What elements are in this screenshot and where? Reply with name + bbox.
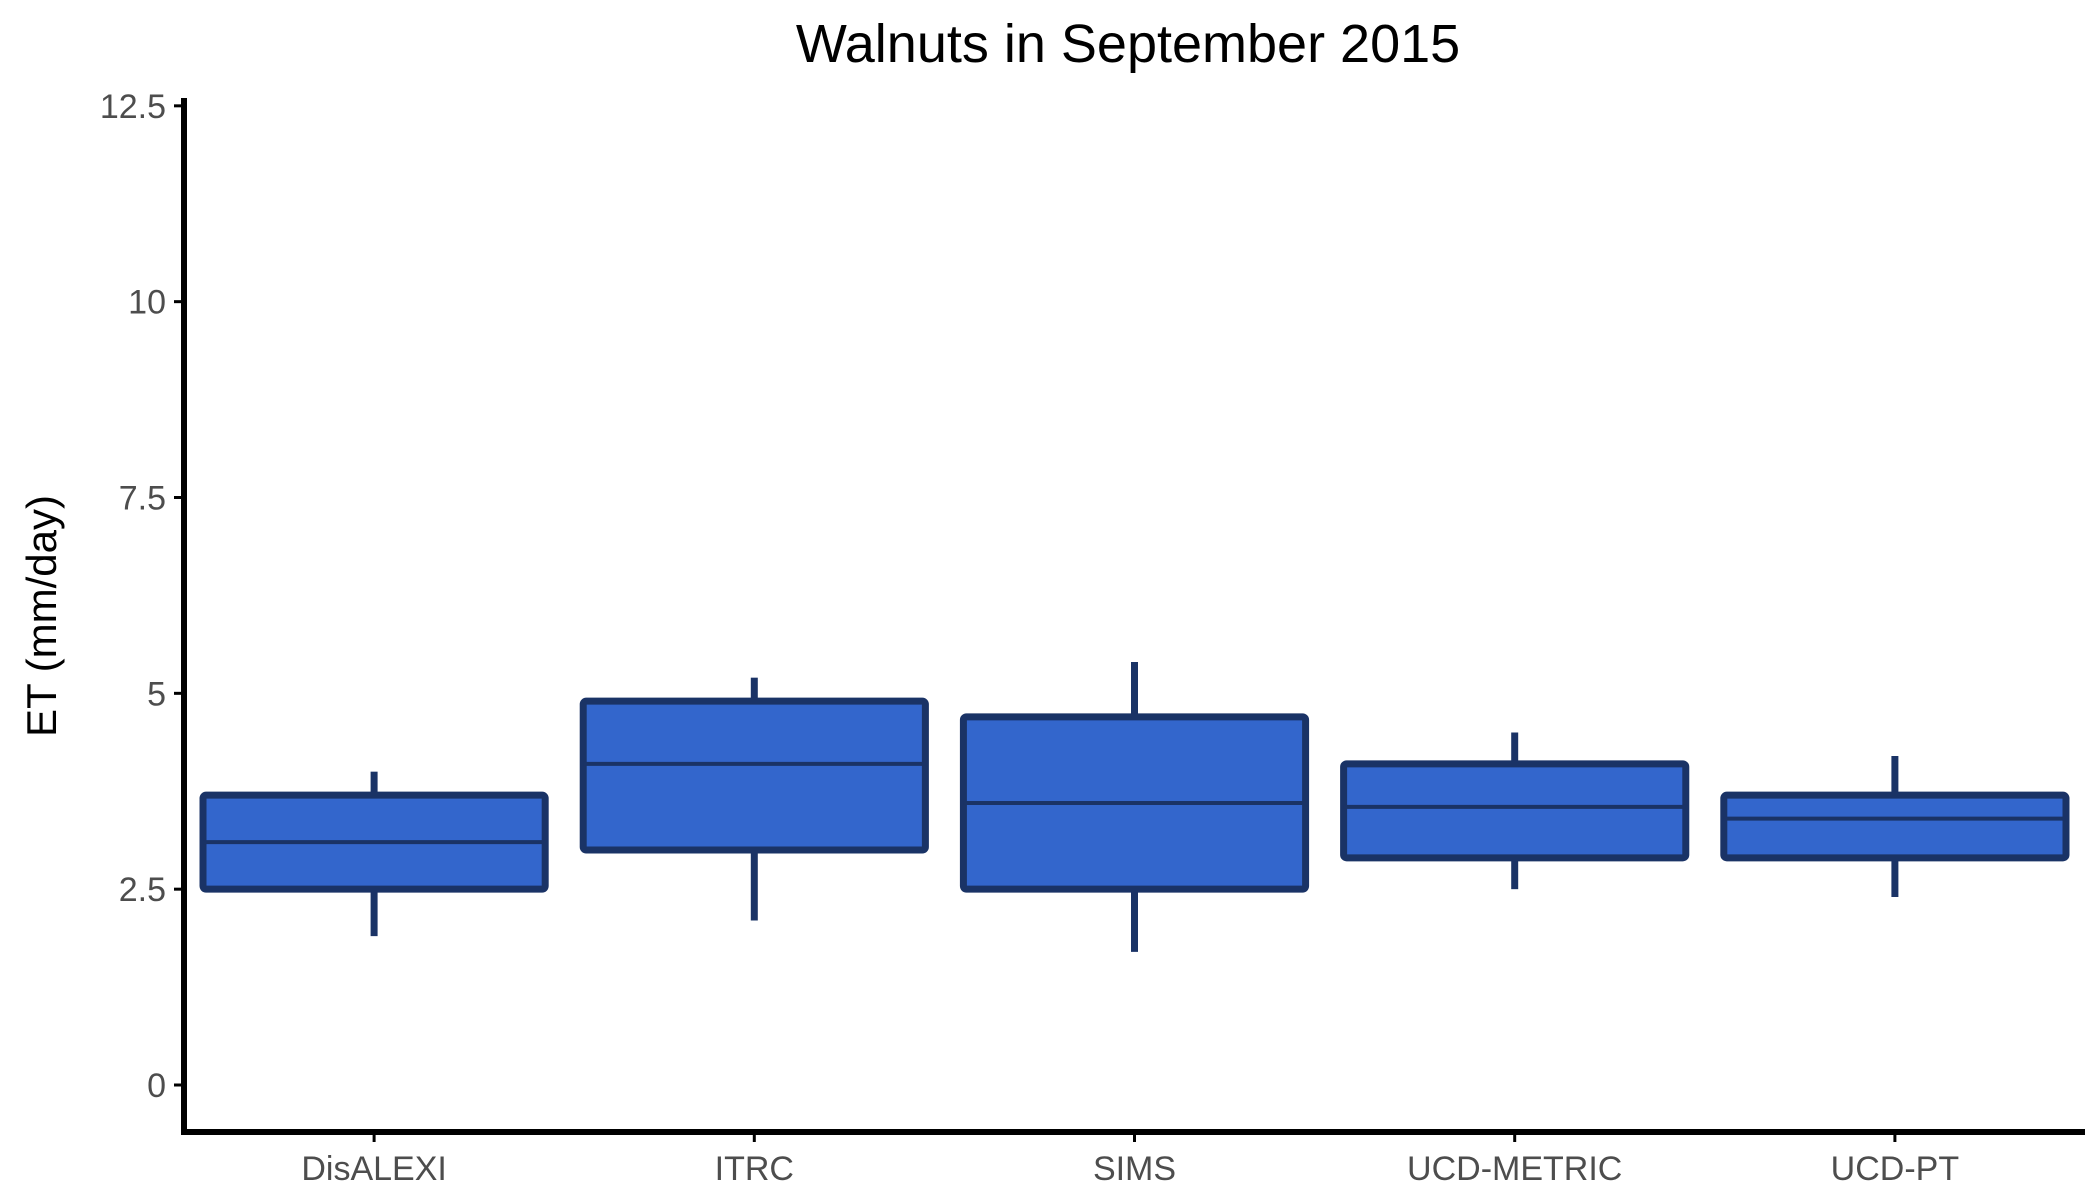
x-tick-label: SIMS bbox=[1093, 1150, 1176, 1188]
y-tick-label: 7.5 bbox=[119, 480, 166, 518]
chart-title: Walnuts in September 2015 bbox=[796, 14, 1460, 74]
x-tick-label: UCD-METRIC bbox=[1407, 1150, 1622, 1188]
y-tick-label: 10 bbox=[128, 284, 166, 322]
y-tick-label: 2.5 bbox=[119, 871, 166, 909]
box-rect-itrc bbox=[579, 697, 929, 854]
x-ticks-layer: DisALEXI ITRC SIMS UCD-METRIC UCD-PT bbox=[301, 1132, 1959, 1188]
x-tick-label: UCD-PT bbox=[1831, 1150, 1959, 1188]
x-tick-label: ITRC bbox=[715, 1150, 794, 1188]
x-tick-label: DisALEXI bbox=[301, 1150, 447, 1188]
y-tick-label: 0 bbox=[147, 1067, 166, 1105]
boxes-layer bbox=[199, 662, 2070, 952]
y-tick-label: 5 bbox=[147, 675, 166, 713]
y-tick-label: 12.5 bbox=[100, 88, 166, 126]
y-ticks-layer: 0 2.5 5 7.5 10 12.5 bbox=[100, 88, 184, 1105]
box-itrc bbox=[579, 677, 929, 921]
box-ucd-pt bbox=[1720, 756, 2070, 897]
box-rect-ucd-metric bbox=[1340, 760, 1690, 862]
box-rect-ucd-pt bbox=[1720, 791, 2070, 862]
box-disalexi bbox=[199, 771, 549, 937]
y-axis-title: ET (mm/day) bbox=[18, 495, 65, 737]
box-sims bbox=[959, 662, 1310, 952]
box-ucd-metric bbox=[1340, 732, 1690, 890]
